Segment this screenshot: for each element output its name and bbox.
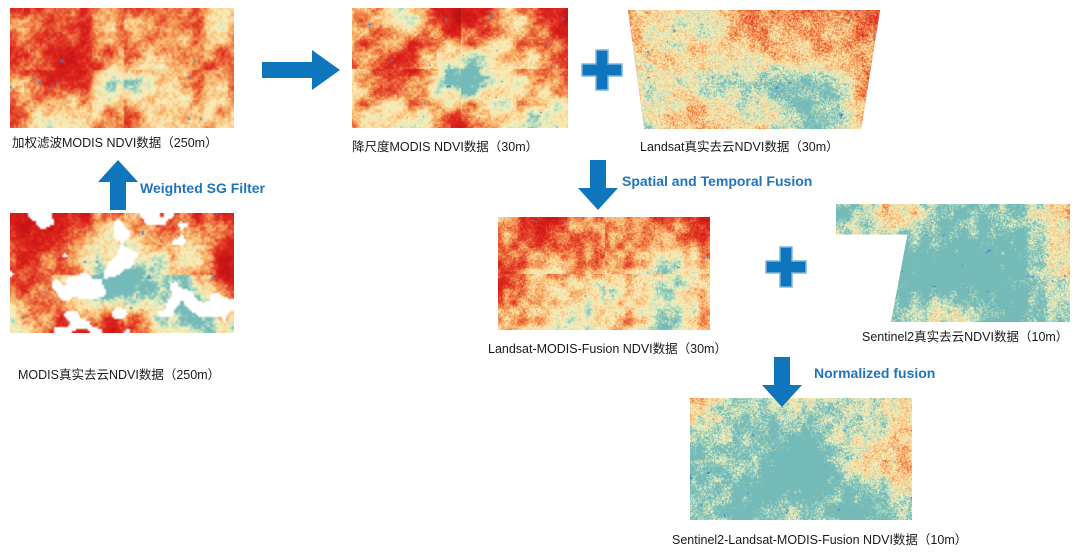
raster-canvas [352, 8, 568, 128]
raster-landsat-cloudfree [628, 10, 880, 129]
step-label-weighted-sg-filter: Weighted SG Filter [140, 180, 265, 196]
arrow-right-downscale [262, 50, 340, 90]
operator-combine-sentinel [764, 245, 808, 289]
caption-modis-cloudfree: MODIS真实去云NDVI数据（250m） [18, 368, 221, 382]
arrow-down-spatial-temporal-fusion [578, 160, 618, 210]
raster-weighted-sg-modis [10, 8, 234, 128]
raster-canvas [836, 204, 1070, 322]
step-label-normalized-fusion: Normalized fusion [814, 365, 936, 381]
caption-landsat-cloudfree: Landsat真实去云NDVI数据（30m） [640, 140, 839, 154]
raster-canvas [10, 213, 234, 333]
caption-landsat-modis-fusion: Landsat-MODIS-Fusion NDVI数据（30m） [488, 342, 727, 356]
raster-sentinel2-cloudfree [836, 204, 1070, 322]
arrow-down-normalized-fusion [762, 357, 802, 407]
step-label-spatial-temporal-fusion: Spatial and Temporal Fusion [622, 173, 813, 189]
raster-canvas [628, 10, 880, 129]
arrow-up-weighted-sg [98, 160, 138, 210]
raster-downscaled-modis [352, 8, 568, 128]
caption-downscaled-modis: 降尺度MODIS NDVI数据（30m） [352, 140, 539, 154]
raster-landsat-modis-fusion [498, 217, 710, 330]
plus-icon [581, 49, 623, 91]
arrow-down-icon [578, 160, 618, 210]
arrow-down-icon [762, 357, 802, 407]
raster-canvas [498, 217, 710, 330]
operator-combine-landsat [580, 48, 624, 92]
caption-sentinel2-landsat-modis-fusion: Sentinel2-Landsat-MODIS-Fusion NDVI数据（10… [672, 533, 968, 547]
caption-weighted-sg-modis: 加权滤波MODIS NDVI数据（250m） [12, 136, 218, 150]
plus-icon [765, 246, 807, 288]
arrow-right-icon [262, 50, 340, 90]
raster-canvas [690, 398, 912, 520]
raster-sentinel2-landsat-modis-fusion [690, 398, 912, 520]
raster-canvas [10, 8, 234, 128]
arrow-up-icon [98, 160, 138, 210]
raster-modis-cloudfree [10, 213, 234, 333]
caption-sentinel2-cloudfree: Sentinel2真实去云NDVI数据（10m） [862, 330, 1069, 344]
